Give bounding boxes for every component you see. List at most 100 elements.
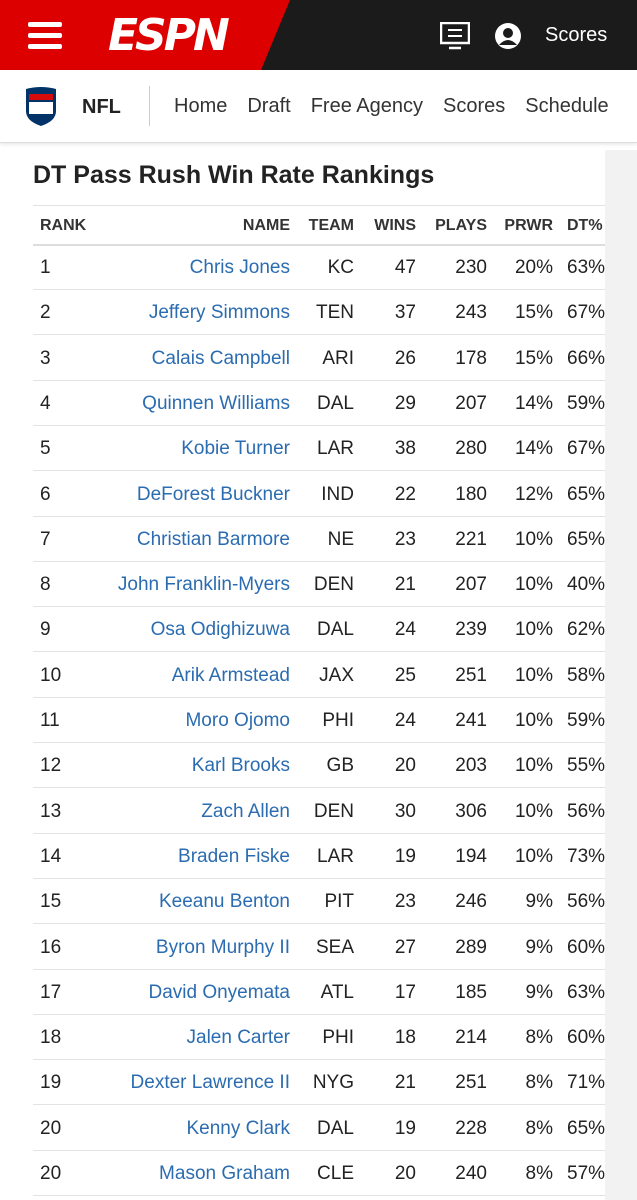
cell: LAR <box>317 438 354 460</box>
cell: 73% <box>567 845 605 867</box>
cell: 17 <box>40 981 62 1003</box>
table-row: 3 Calais Campbell ARI 26 178 15% 66% <box>33 335 605 381</box>
cell: NE <box>327 528 354 550</box>
player-name[interactable]: Jalen Carter <box>186 1027 291 1049</box>
table-title: DT Pass Rush Win Rate Rankings <box>33 161 435 189</box>
player-name[interactable]: Zach Allen <box>201 800 290 822</box>
cell: 20% <box>514 257 553 278</box>
table-row: 20 Kenny Clark DAL 19 228 8% 65% <box>33 1105 605 1151</box>
cell: 8 <box>40 574 51 596</box>
table-row: 4 Quinnen Williams DAL 29 207 14% 59% <box>33 380 605 426</box>
player-name[interactable]: DeForest Buckner <box>136 483 290 505</box>
cell: 27 <box>394 936 416 958</box>
cell: 194 <box>455 845 487 867</box>
column-header[interactable]: PRWR <box>504 217 553 234</box>
league-name[interactable]: NFL <box>82 96 121 118</box>
cell: 22 <box>394 483 416 505</box>
column-header[interactable]: WINS <box>374 217 416 234</box>
cell: 15 <box>40 891 62 913</box>
nav-link[interactable]: Free Agency <box>310 95 423 117</box>
player-name[interactable]: Osa Odighizuwa <box>150 619 290 641</box>
player-name[interactable]: Keeanu Benton <box>158 891 290 913</box>
player-name[interactable]: Mason Graham <box>159 1163 290 1184</box>
column-header[interactable]: DT% <box>567 217 603 234</box>
player-name[interactable]: Dexter Lawrence II <box>130 1072 290 1094</box>
player-name[interactable]: Karl Brooks <box>191 755 290 777</box>
cell: 30 <box>394 800 416 822</box>
player-name[interactable]: Christian Barmore <box>136 528 290 550</box>
nav-link[interactable]: Draft <box>247 95 291 117</box>
cell: 20 <box>40 1163 62 1184</box>
cell: KC <box>327 257 354 278</box>
header-row: RANK NAME TEAM WINS PLAYS PRWR DT% <box>33 205 605 246</box>
cell: 67% <box>567 438 605 460</box>
column-header[interactable]: NAME <box>242 217 290 234</box>
cell: 180 <box>455 483 487 505</box>
cell: 185 <box>455 981 487 1003</box>
cell: 56% <box>567 800 605 822</box>
nav-link[interactable]: Schedule <box>525 95 609 117</box>
cell: 24 <box>394 619 416 641</box>
table-row: 8 John Franklin-Myers DEN 21 207 10% 40% <box>33 561 605 608</box>
cell: 8% <box>525 1072 553 1094</box>
cell: 19 <box>394 1117 416 1139</box>
table-row: 1 Chris Jones KC 47 230 20% 63% <box>33 244 605 290</box>
player-name[interactable]: David Onyemata <box>148 981 290 1003</box>
column-header[interactable]: TEAM <box>308 217 354 234</box>
cell: 20 <box>40 1117 62 1139</box>
player-name[interactable]: John Franklin-Myers <box>117 574 290 596</box>
cell: 65% <box>567 483 605 505</box>
player-name[interactable]: Quinnen Williams <box>142 392 290 414</box>
player-name[interactable]: Jeffery Simmons <box>148 302 290 324</box>
player-name[interactable]: Moro Ojomo <box>185 710 290 731</box>
cell: 230 <box>455 257 487 278</box>
cell: 2 <box>40 302 51 324</box>
player-name[interactable]: Kobie Turner <box>181 438 290 460</box>
menu-icon[interactable] <box>28 44 62 49</box>
profile-icon[interactable] <box>494 22 522 50</box>
cell: 14% <box>514 392 553 414</box>
player-name[interactable]: Calais Campbell <box>151 347 290 369</box>
column-header[interactable]: PLAYS <box>435 217 487 234</box>
menu-icon[interactable] <box>28 22 62 27</box>
cell: 23 <box>394 528 416 550</box>
cell: 7 <box>40 528 51 550</box>
cell: 21 <box>394 1072 416 1094</box>
cell: 23 <box>394 891 416 913</box>
table-row: 11 Moro Ojomo PHI 24 241 10% 59% <box>33 697 605 743</box>
cell: 12 <box>40 755 62 777</box>
cell: 240 <box>455 1163 487 1184</box>
cell: 243 <box>455 302 487 324</box>
table-row: 10 Arik Armstead JAX 25 251 10% 58% <box>33 652 605 698</box>
cell: 62% <box>567 619 605 641</box>
cell: 3 <box>40 347 51 369</box>
watch-icon[interactable] <box>440 22 470 50</box>
table-row: 14 Braden Fiske LAR 19 194 10% 73% <box>33 833 605 879</box>
cell: DEN <box>313 574 354 596</box>
cell: 56% <box>567 891 605 913</box>
cell: 178 <box>455 347 487 369</box>
cell: 40% <box>567 574 605 596</box>
player-name[interactable]: Chris Jones <box>189 257 290 278</box>
table: RANK NAME TEAM WINS PLAYS PRWR DT% 1 Chris Jones… <box>33 205 605 1200</box>
nav-link[interactable]: Home <box>174 95 228 117</box>
cell: 57% <box>567 1163 605 1184</box>
cell: 66% <box>567 347 605 369</box>
cell: 14 <box>40 845 62 867</box>
cell: 24 <box>394 710 416 731</box>
player-name[interactable]: Kenny Clark <box>186 1117 291 1139</box>
nav-link[interactable]: Scores <box>443 95 506 117</box>
player-name[interactable]: Byron Murphy II <box>155 936 290 958</box>
column-header[interactable]: RANK <box>40 217 87 234</box>
player-name[interactable]: Arik Armstead <box>171 664 290 686</box>
player-name[interactable]: Braden Fiske <box>178 845 290 867</box>
cell: 63% <box>567 981 605 1003</box>
nfl-logo[interactable] <box>24 85 58 127</box>
nav-links: Home Draft Free Agency Scores Schedule <box>174 95 629 118</box>
cell: PHI <box>322 1027 354 1049</box>
table-row: 9 Osa Odighizuwa DAL 24 239 10% 62% <box>33 606 605 653</box>
logo[interactable]: ESPN <box>108 10 230 61</box>
scores-link[interactable]: Scores <box>545 24 608 46</box>
menu-icon[interactable] <box>28 33 62 38</box>
